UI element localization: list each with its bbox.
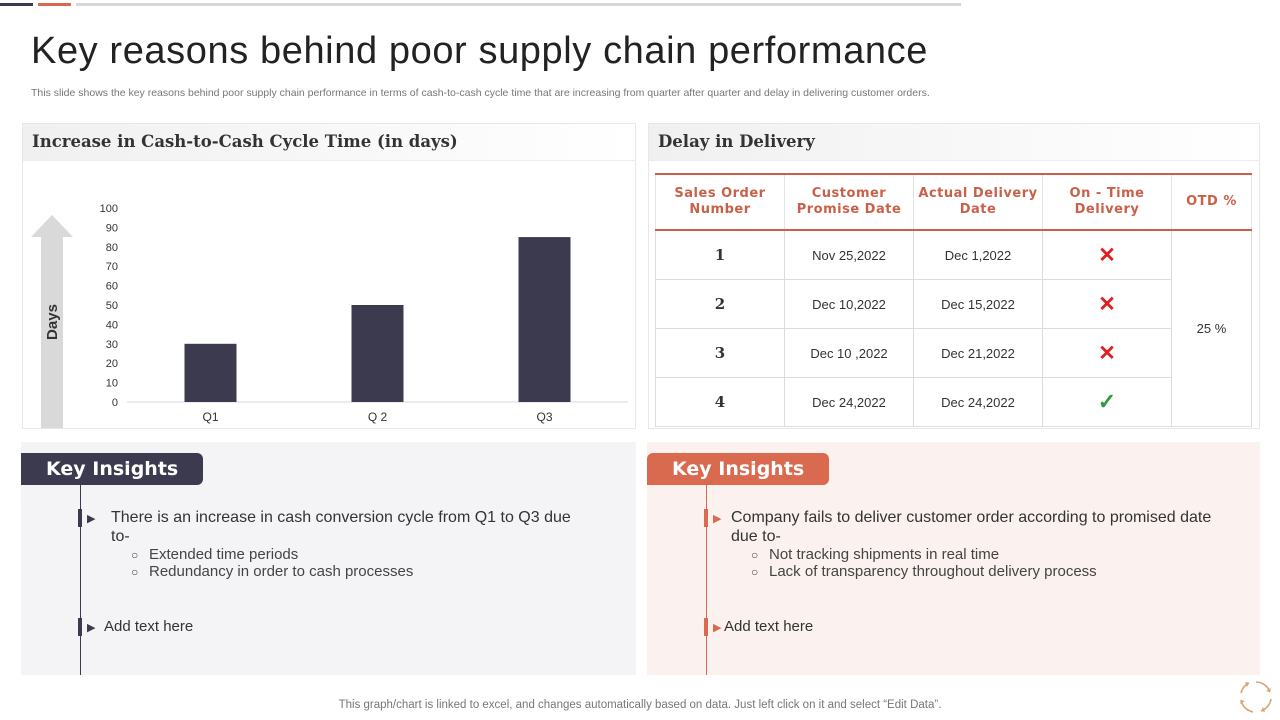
insight-subpoint: ○ Lack of transparency throughout deliver… [751, 563, 1097, 580]
bullet-triangle-icon: ▶ [713, 622, 722, 634]
circle-bullet-icon: ○ [751, 565, 759, 579]
order-number: 3 [655, 328, 785, 378]
table-row: 3 Dec 10 ,2022 Dec 21,2022 ✕ [655, 328, 1252, 378]
on-time-cell: ✕ [1042, 328, 1172, 378]
circle-bullet-icon: ○ [131, 565, 139, 579]
delivery-delay-panel: Delay in Delivery [648, 123, 1260, 429]
page-title: Key reasons behind poor supply chain per… [31, 30, 928, 72]
top-accent-bar-dark [0, 3, 33, 6]
bullet-triangle-icon: ▶ [713, 513, 722, 525]
cross-icon: ✕ [1098, 341, 1116, 365]
top-accent-bar-gray [76, 3, 961, 6]
cycle-time-heading: Increase in Cash-to-Cash Cycle Time (in … [23, 124, 635, 161]
days-axis-arrow [31, 215, 73, 428]
cross-icon: ✕ [1098, 243, 1116, 267]
promise-date: Dec 10,2022 [784, 279, 914, 329]
x-tick-label: Q1 [202, 410, 218, 424]
key-insights-badge: Key Insights [21, 453, 204, 485]
header-sales-order: Sales Order Number [655, 173, 785, 231]
insight-subpoint: ○ Not tracking shipments in real time [751, 546, 1000, 563]
y-axis-label: Days [44, 304, 61, 340]
bars [184, 237, 571, 402]
refresh-cycle-icon [1240, 681, 1272, 713]
bullet-triangle-icon: ▶ [87, 513, 96, 525]
insight-point: Company fails to deliver customer order … [731, 509, 1212, 545]
cycle-time-panel: Increase in Cash-to-Cash Cycle Time (in … [22, 123, 636, 429]
timeline-marker [78, 618, 82, 636]
insight-subpoint: ○ Extended time periods [131, 546, 299, 563]
delivery-table: Sales Order Number Customer Promise Date… [655, 173, 1252, 427]
bar [351, 305, 404, 402]
y-tick-label: 80 [106, 242, 118, 254]
insights-timeline-line [706, 485, 707, 675]
x-tick-labels: Q1 Q 2 Q3 [202, 410, 552, 424]
on-time-cell: ✕ [1042, 279, 1172, 329]
order-number: 4 [655, 377, 785, 427]
order-number: 1 [655, 229, 785, 280]
check-icon: ✓ [1097, 389, 1117, 414]
key-insights-badge: Key Insights [647, 453, 830, 485]
y-tick-label: 30 [106, 339, 118, 351]
otd-value: 25 % [1171, 229, 1252, 427]
timeline-marker [704, 509, 708, 527]
y-tick-label: 60 [106, 281, 118, 293]
key-insights-right: Key Insights ▶ Company fails to deliver … [647, 442, 1260, 675]
timeline-marker [78, 509, 82, 527]
cross-icon: ✕ [1098, 292, 1116, 316]
y-tick-label: 40 [106, 319, 118, 331]
promise-date: Dec 10 ,2022 [784, 328, 914, 378]
table-header-row: Sales Order Number Customer Promise Date… [655, 173, 1252, 231]
delivery-delay-heading: Delay in Delivery [649, 124, 1259, 161]
order-number: 2 [655, 279, 785, 329]
y-tick-label: 20 [106, 358, 118, 370]
add-text-placeholder[interactable]: Add text here [104, 618, 194, 635]
actual-date: Dec 1,2022 [913, 229, 1043, 280]
bar [184, 343, 237, 402]
key-insights-left: Key Insights ▶ There is an increase in c… [21, 442, 636, 675]
y-tick-label: 90 [106, 222, 118, 234]
actual-date: Dec 24,2022 [913, 377, 1043, 427]
top-accent-bar-orange [38, 3, 71, 6]
page-subtitle: This slide shows the key reasons behind … [31, 87, 930, 99]
on-time-cell: ✕ [1042, 229, 1172, 280]
on-time-cell: ✓ [1042, 377, 1172, 427]
insight-point: There is an increase in cash conversion … [111, 509, 571, 545]
table-row: 2 Dec 10,2022 Dec 15,2022 ✕ [655, 279, 1252, 329]
circle-bullet-icon: ○ [751, 548, 759, 562]
timeline-marker [704, 618, 708, 636]
y-tick-labels: 0 10 20 30 40 50 60 70 80 90 100 [100, 203, 118, 409]
circle-bullet-icon: ○ [131, 548, 139, 562]
x-tick-label: Q 2 [368, 410, 388, 424]
y-tick-label: 70 [106, 261, 118, 273]
header-promise-date: Customer Promise Date [784, 173, 914, 231]
actual-date: Dec 15,2022 [913, 279, 1043, 329]
bullet-triangle-icon: ▶ [87, 622, 96, 634]
actual-date: Dec 21,2022 [913, 328, 1043, 378]
y-tick-label: 100 [100, 203, 118, 215]
insights-timeline-line [80, 485, 81, 675]
add-text-placeholder[interactable]: Add text here [724, 618, 814, 635]
footer-note: This graph/chart is linked to excel, and… [338, 699, 942, 711]
header-otd: OTD % [1171, 173, 1252, 231]
y-tick-label: 0 [112, 397, 118, 409]
y-tick-label: 50 [106, 300, 118, 312]
insight-subpoint: ○ Redundancy in order to cash processes [131, 563, 414, 580]
x-tick-label: Q3 [536, 410, 552, 424]
bar [518, 237, 571, 402]
header-actual-date: Actual Delivery Date [913, 173, 1043, 231]
header-on-time: On - Time Delivery [1042, 173, 1172, 231]
promise-date: Dec 24,2022 [784, 377, 914, 427]
table-row: 4 Dec 24,2022 Dec 24,2022 ✓ [655, 377, 1252, 427]
table-row: 1 Nov 25,2022 Dec 1,2022 ✕ 25 % [655, 229, 1252, 427]
promise-date: Nov 25,2022 [784, 229, 914, 280]
y-tick-label: 10 [106, 378, 118, 390]
